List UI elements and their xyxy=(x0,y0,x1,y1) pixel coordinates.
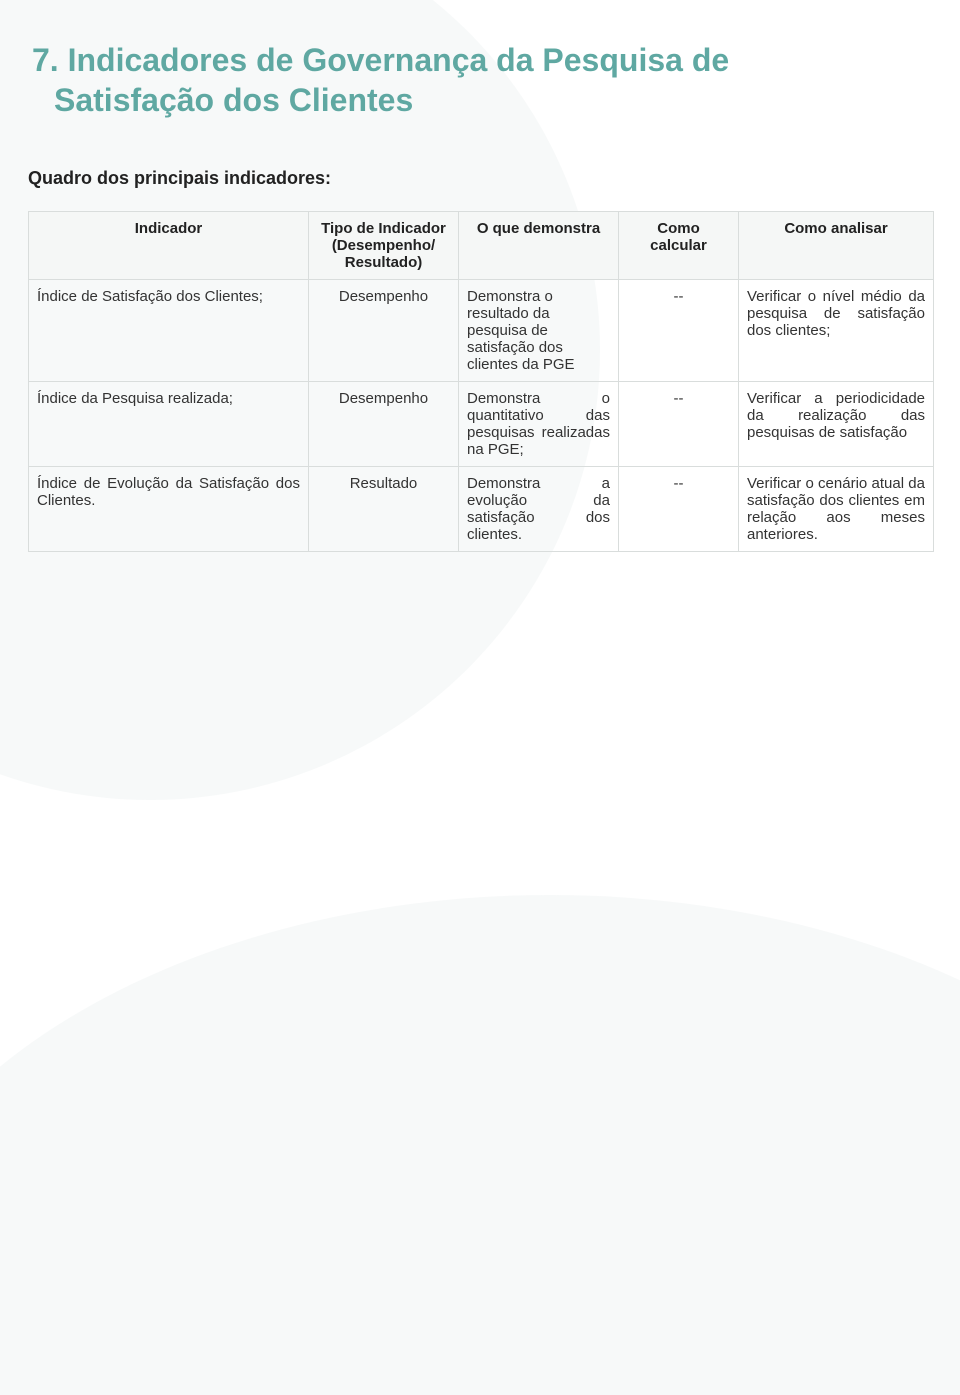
table-header: Indicador Tipo de Indicador (Desempenho/… xyxy=(29,212,934,280)
col-header-tipo: Tipo de Indicador (Desempenho/ Resultado… xyxy=(309,212,459,280)
section-heading: 7. Indicadores de Governança da Pesquisa… xyxy=(28,40,932,120)
heading-line-1: 7. Indicadores de Governança da Pesquisa… xyxy=(32,42,729,78)
col-header-calcular: Como calcular xyxy=(619,212,739,280)
cell-tipo: Desempenho xyxy=(309,382,459,467)
indicators-table: Indicador Tipo de Indicador (Desempenho/… xyxy=(28,211,934,552)
cell-tipo: Desempenho xyxy=(309,280,459,382)
cell-indicador: Índice de Evolução da Satisfação dos Cli… xyxy=(29,467,309,552)
cell-analisar: Verificar o nível médio da pesquisa de s… xyxy=(739,280,934,382)
table-header-row: Indicador Tipo de Indicador (Desempenho/… xyxy=(29,212,934,280)
heading-line-2: Satisfação dos Clientes xyxy=(32,80,932,120)
table-caption: Quadro dos principais indicadores: xyxy=(28,168,932,189)
table-row: Índice de Satisfação dos Clientes; Desem… xyxy=(29,280,934,382)
col-header-analisar: Como analisar xyxy=(739,212,934,280)
cell-indicador: Índice da Pesquisa realizada; xyxy=(29,382,309,467)
cell-demonstra: Demonstra o resultado da pesquisa de sat… xyxy=(459,280,619,382)
cell-demonstra: Demonstra o quantitativo das pesquisas r… xyxy=(459,382,619,467)
cell-indicador: Índice de Satisfação dos Clientes; xyxy=(29,280,309,382)
cell-calcular: -- xyxy=(619,467,739,552)
table-body: Índice de Satisfação dos Clientes; Desem… xyxy=(29,280,934,552)
col-header-demonstra: O que demonstra xyxy=(459,212,619,280)
table-row: Índice de Evolução da Satisfação dos Cli… xyxy=(29,467,934,552)
cell-analisar: Verificar a periodicidade da realização … xyxy=(739,382,934,467)
cell-tipo: Resultado xyxy=(309,467,459,552)
col-header-indicador: Indicador xyxy=(29,212,309,280)
cell-analisar: Verificar o cenário atual da satisfação … xyxy=(739,467,934,552)
cell-calcular: -- xyxy=(619,280,739,382)
table-row: Índice da Pesquisa realizada; Desempenho… xyxy=(29,382,934,467)
document-page: 7. Indicadores de Governança da Pesquisa… xyxy=(0,0,960,552)
cell-demonstra: Demonstra a evolução da satisfação dos c… xyxy=(459,467,619,552)
cell-calcular: -- xyxy=(619,382,739,467)
